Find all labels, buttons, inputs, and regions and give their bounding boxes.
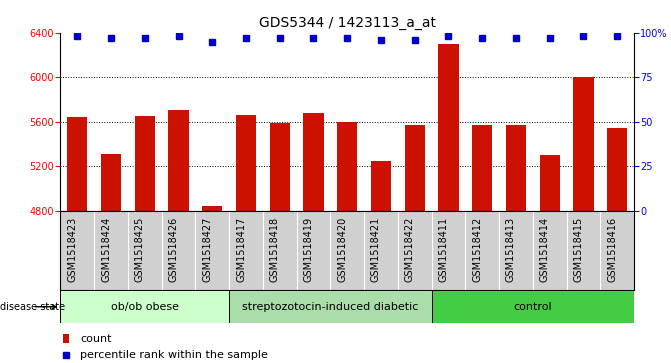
Bar — [67, 117, 87, 363]
Bar — [371, 160, 391, 363]
Text: streptozotocin-induced diabetic: streptozotocin-induced diabetic — [242, 302, 419, 312]
Text: GSM1518421: GSM1518421 — [371, 217, 381, 282]
Title: GDS5344 / 1423113_a_at: GDS5344 / 1423113_a_at — [259, 16, 435, 30]
Bar — [168, 110, 189, 363]
Bar — [405, 125, 425, 363]
Text: GSM1518415: GSM1518415 — [574, 217, 584, 282]
Text: count: count — [81, 334, 112, 344]
Text: GSM1518423: GSM1518423 — [67, 217, 77, 282]
Text: GSM1518413: GSM1518413 — [506, 217, 516, 282]
Text: percentile rank within the sample: percentile rank within the sample — [81, 350, 268, 360]
FancyBboxPatch shape — [431, 290, 634, 323]
Text: GSM1518411: GSM1518411 — [438, 217, 448, 282]
Bar — [337, 122, 358, 363]
Bar — [303, 113, 323, 363]
Text: GSM1518425: GSM1518425 — [135, 217, 145, 282]
Text: disease state: disease state — [0, 302, 65, 312]
Text: GSM1518417: GSM1518417 — [236, 217, 246, 282]
Text: ob/ob obese: ob/ob obese — [111, 302, 178, 312]
Text: GSM1518427: GSM1518427 — [202, 217, 212, 282]
Text: GSM1518414: GSM1518414 — [539, 217, 550, 282]
Text: GSM1518420: GSM1518420 — [338, 217, 348, 282]
Text: GSM1518424: GSM1518424 — [101, 217, 111, 282]
Text: GSM1518416: GSM1518416 — [607, 217, 617, 282]
FancyBboxPatch shape — [60, 290, 229, 323]
Text: GSM1518412: GSM1518412 — [472, 217, 482, 282]
Bar — [438, 44, 458, 363]
FancyBboxPatch shape — [229, 290, 431, 323]
Text: control: control — [513, 302, 552, 312]
Bar — [472, 125, 493, 363]
Text: GSM1518419: GSM1518419 — [303, 217, 313, 282]
Bar — [506, 125, 526, 363]
Bar — [539, 155, 560, 363]
Bar — [573, 77, 594, 363]
Text: GSM1518426: GSM1518426 — [168, 217, 178, 282]
Bar — [236, 115, 256, 363]
Text: GSM1518418: GSM1518418 — [270, 217, 280, 282]
Text: GSM1518422: GSM1518422 — [405, 217, 415, 282]
Bar — [135, 116, 155, 363]
Bar — [101, 154, 121, 363]
Bar — [270, 123, 290, 363]
Bar — [202, 206, 222, 363]
Bar — [63, 334, 69, 343]
Bar — [607, 128, 627, 363]
